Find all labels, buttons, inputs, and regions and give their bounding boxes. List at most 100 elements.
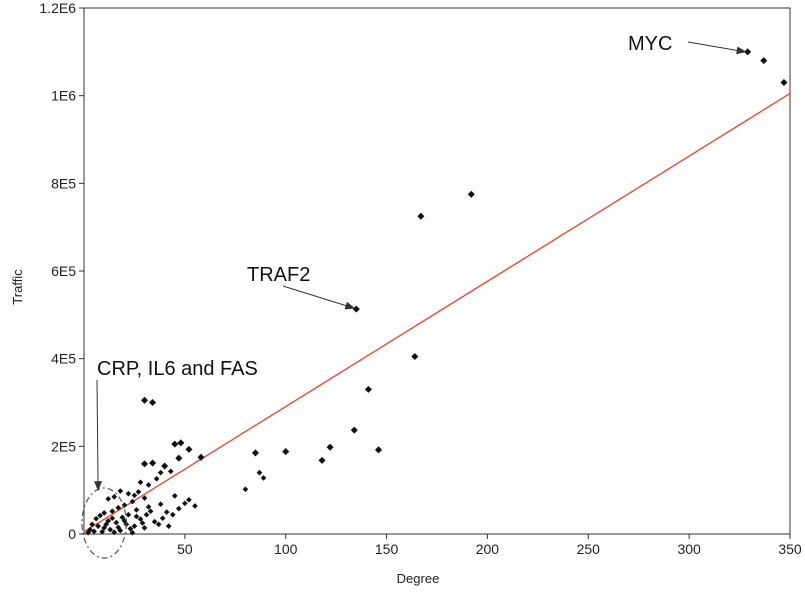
- x-tick-label: 200: [476, 541, 500, 557]
- y-tick-label: 8E5: [51, 175, 76, 191]
- data-point: [137, 479, 144, 486]
- data-point: [167, 468, 174, 475]
- data-point: [129, 529, 136, 536]
- data-point: [145, 482, 152, 488]
- data-point: [115, 504, 122, 511]
- data-point: [135, 489, 142, 495]
- data-point: [260, 475, 267, 481]
- x-tick-label: 300: [677, 541, 701, 557]
- data-point: [129, 498, 136, 505]
- data-point: [760, 57, 768, 65]
- data-point: [133, 513, 140, 520]
- data-point: [318, 456, 326, 464]
- data-point: [186, 496, 192, 503]
- data-point: [163, 509, 170, 515]
- data-point: [89, 521, 95, 528]
- data-point: [97, 512, 103, 519]
- x-tick-label: 150: [375, 541, 399, 557]
- plot-area: [83, 7, 791, 535]
- data-point: [157, 501, 164, 508]
- data-point: [169, 511, 176, 518]
- annotations: MYC TRAF2 CRP, IL6 and FAS: [81, 33, 747, 559]
- x-axis: 50 100 150 200 250 300 350: [177, 534, 802, 557]
- data-point: [175, 505, 182, 512]
- data-point: [157, 469, 164, 476]
- annotation-label: TRAF2: [247, 264, 310, 286]
- data-point: [111, 529, 118, 536]
- x-tick-label: 50: [177, 541, 193, 557]
- data-point: [137, 516, 144, 522]
- data-point: [113, 519, 120, 526]
- data-point: [131, 492, 138, 499]
- data-point: [109, 508, 116, 515]
- data-point: [133, 507, 140, 513]
- annotation-arrow: [282, 285, 356, 310]
- data-point: [145, 503, 152, 510]
- data-point: [177, 439, 185, 447]
- data-point: [107, 526, 114, 533]
- data-point: [141, 495, 148, 501]
- data-point: [780, 78, 788, 87]
- data-point: [91, 528, 97, 535]
- data-point: [197, 453, 205, 461]
- data-point: [139, 520, 146, 526]
- x-axis-title: Degree: [397, 571, 440, 586]
- x-tick-label: 250: [577, 541, 601, 557]
- data-point: [251, 449, 259, 457]
- data-point: [127, 525, 134, 532]
- x-tick-label: 350: [778, 541, 802, 557]
- data-point: [350, 426, 358, 434]
- y-tick-label: 2E5: [51, 438, 76, 454]
- data-point: [140, 396, 149, 404]
- data-point: [411, 352, 419, 361]
- data-point: [155, 521, 162, 528]
- data-point: [103, 521, 110, 528]
- data-point: [93, 515, 99, 522]
- data-point: [131, 523, 138, 529]
- data-point: [149, 459, 157, 467]
- annotation-arrow: [687, 41, 747, 55]
- data-point: [141, 525, 148, 531]
- data-point: [95, 523, 101, 529]
- data-point: [364, 385, 372, 393]
- data-point: [242, 486, 249, 493]
- y-tick-label: 4E5: [51, 351, 76, 367]
- data-points: [85, 48, 788, 536]
- data-point: [99, 528, 105, 535]
- data-point: [175, 454, 183, 462]
- data-point: [171, 440, 179, 448]
- data-point: [105, 496, 112, 502]
- data-point: [121, 502, 128, 508]
- data-point: [171, 493, 178, 499]
- data-point: [326, 443, 334, 451]
- data-point: [109, 515, 116, 522]
- data-point: [117, 488, 124, 494]
- data-point: [256, 469, 263, 476]
- data-point: [185, 445, 193, 453]
- data-point: [182, 500, 188, 507]
- y-tick-label: 6E5: [51, 263, 76, 279]
- data-point: [374, 446, 383, 454]
- highlight-circle: [81, 487, 127, 559]
- y-tick-label: 0: [68, 526, 76, 542]
- data-point: [151, 518, 158, 525]
- data-point: [111, 493, 118, 500]
- data-point: [147, 508, 154, 515]
- data-point: [115, 524, 122, 531]
- data-point: [192, 503, 198, 509]
- data-point: [165, 523, 172, 529]
- data-point: [140, 460, 149, 468]
- data-point: [143, 511, 150, 518]
- y-axis-title: Traffic: [10, 269, 25, 305]
- data-point: [85, 529, 91, 536]
- y-tick-label: 1.2E6: [39, 0, 76, 16]
- data-point: [467, 190, 475, 198]
- data-point: [153, 475, 160, 482]
- data-point: [149, 398, 157, 407]
- data-point: [417, 212, 425, 220]
- annotation-arrow: [94, 379, 103, 492]
- y-tick-label: 1E6: [51, 88, 76, 104]
- y-axis: 0 2E5 4E5 6E5 8E5 1E6 1.2E6: [39, 0, 84, 542]
- data-point: [282, 448, 290, 456]
